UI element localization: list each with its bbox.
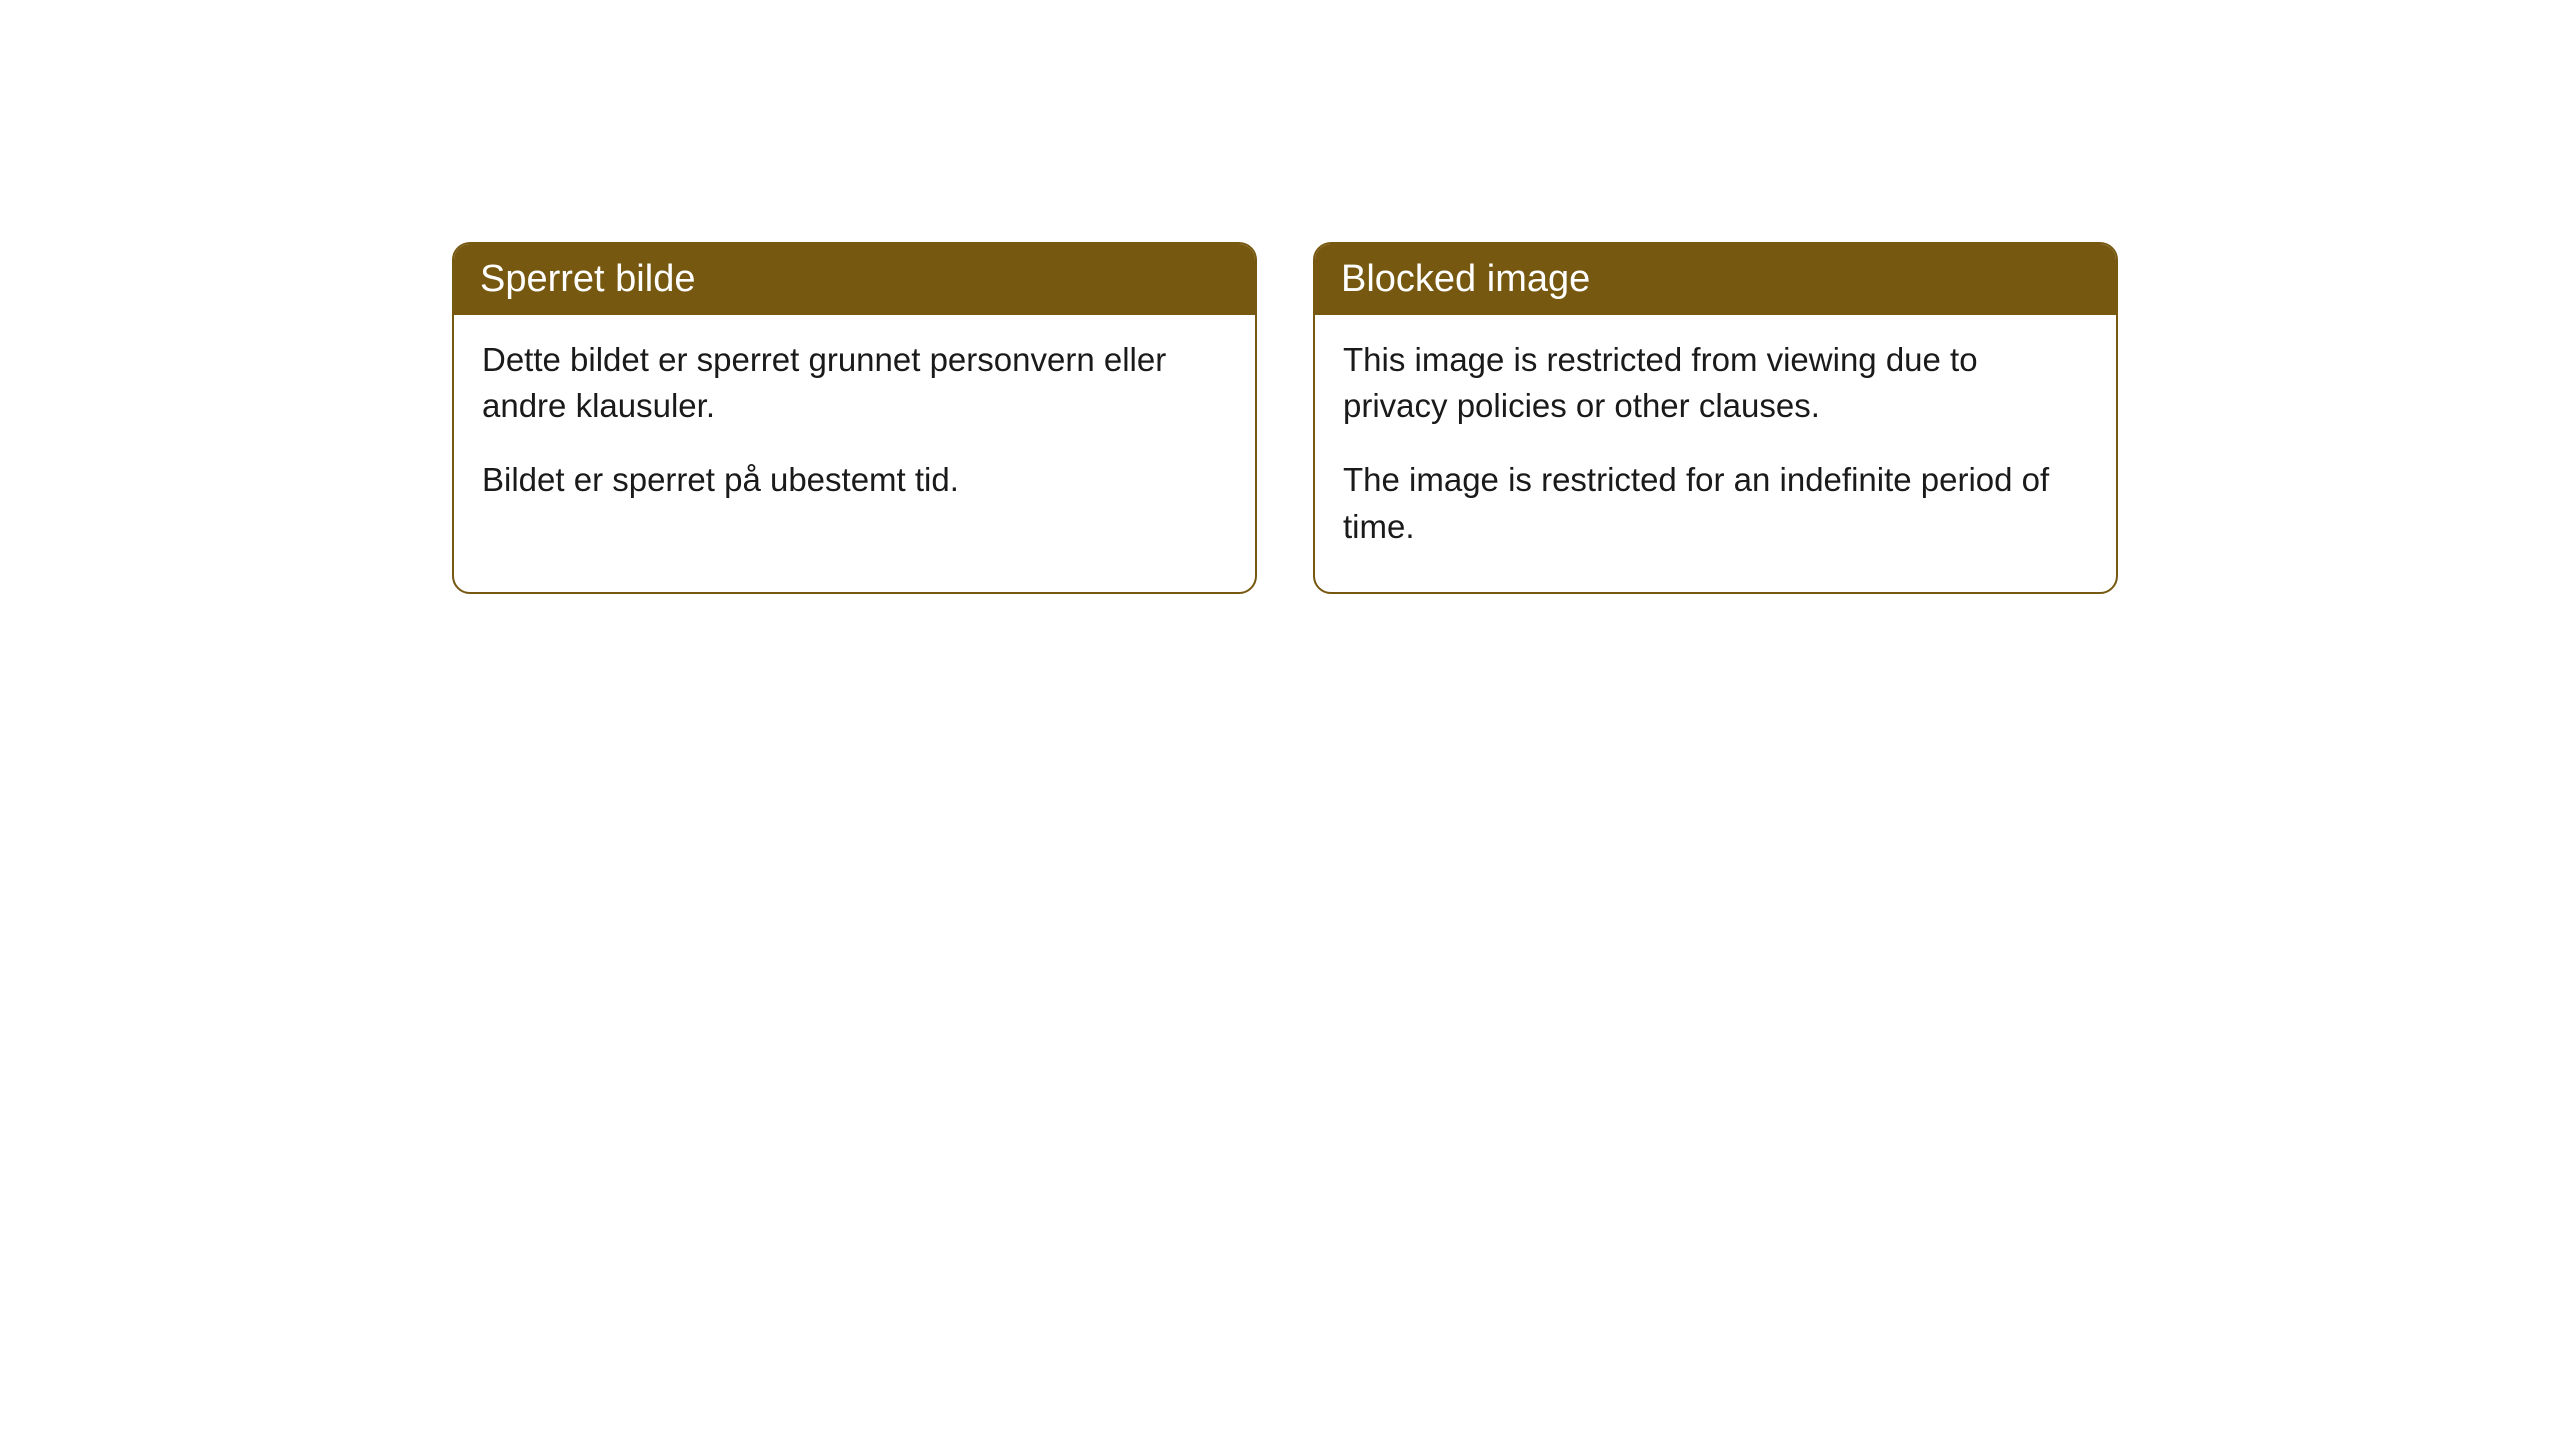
card-paragraph-2-english: The image is restricted for an indefinit…	[1343, 457, 2088, 549]
card-header-norwegian: Sperret bilde	[454, 244, 1255, 315]
card-body-english: This image is restricted from viewing du…	[1315, 315, 2116, 592]
blocked-image-card-norwegian: Sperret bilde Dette bildet er sperret gr…	[452, 242, 1257, 594]
blocked-image-card-english: Blocked image This image is restricted f…	[1313, 242, 2118, 594]
card-paragraph-2-norwegian: Bildet er sperret på ubestemt tid.	[482, 457, 1227, 503]
blocked-image-notice-container: Sperret bilde Dette bildet er sperret gr…	[0, 0, 2560, 594]
card-paragraph-1-english: This image is restricted from viewing du…	[1343, 337, 2088, 429]
card-header-english: Blocked image	[1315, 244, 2116, 315]
card-paragraph-1-norwegian: Dette bildet er sperret grunnet personve…	[482, 337, 1227, 429]
card-body-norwegian: Dette bildet er sperret grunnet personve…	[454, 315, 1255, 546]
